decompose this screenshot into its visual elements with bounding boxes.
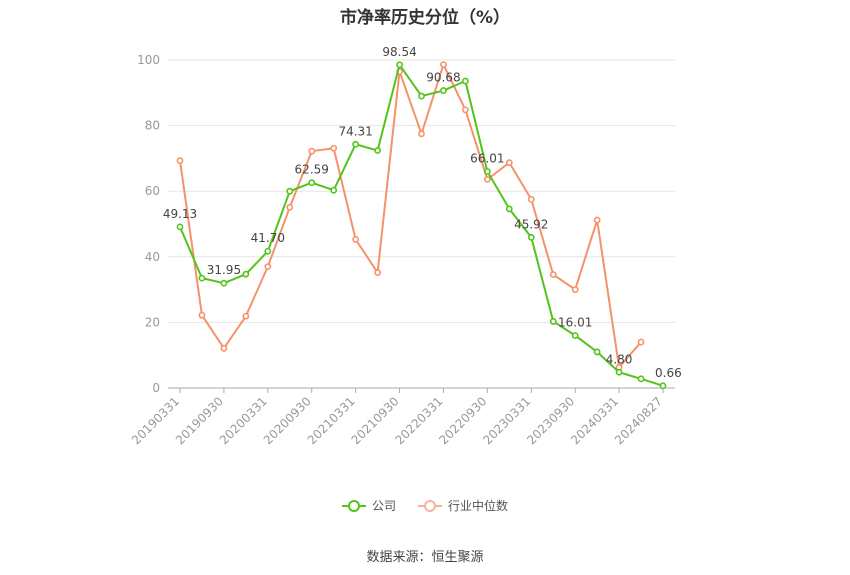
y-tick-label: 20	[145, 315, 160, 329]
data-point-industry-median	[593, 216, 601, 224]
data-point-industry-median	[505, 159, 513, 167]
data-point-industry-median	[176, 157, 184, 165]
data-point-industry-median	[264, 263, 272, 271]
data-point-industry-median	[462, 106, 469, 114]
source-note: 数据来源：恒生聚源	[366, 550, 484, 565]
y-tick-label: 40	[145, 250, 160, 264]
data-point-company	[418, 92, 425, 100]
data-label: 4.80	[606, 352, 633, 366]
data-point-industry-median	[418, 130, 425, 138]
legend-item-company[interactable]: 公司	[341, 497, 396, 514]
data-label: 0.66	[655, 366, 682, 380]
data-point-company	[527, 233, 535, 241]
series-line-company	[179, 63, 664, 387]
data-point-company	[593, 348, 601, 356]
data-point-company	[440, 87, 447, 94]
data-point-industry-median	[242, 312, 250, 320]
data-label: 98.54	[382, 45, 416, 59]
data-point-company	[483, 168, 491, 175]
legend-item-industry-median[interactable]: 行业中位数	[418, 497, 508, 514]
data-point-company	[462, 77, 469, 85]
data-point-company	[198, 274, 206, 282]
legend-industry-median-marker	[418, 499, 442, 513]
data-label: 16.01	[558, 315, 592, 329]
data-point-industry-median	[440, 61, 447, 68]
data-point-company	[176, 223, 184, 231]
data-label: 90.68	[426, 71, 460, 85]
data-point-company	[615, 368, 623, 376]
data-point-company	[659, 382, 667, 390]
y-tick-label: 80	[145, 119, 160, 133]
data-point-company	[220, 279, 228, 287]
data-point-industry-median	[527, 195, 535, 203]
legend-industry-median-label: 行业中位数	[448, 499, 509, 513]
data-point-industry-median	[220, 344, 228, 352]
data-point-industry-median	[308, 147, 316, 155]
data-point-industry-median	[637, 338, 645, 346]
data-point-company	[264, 247, 272, 255]
data-point-company	[374, 147, 381, 154]
series-layer	[176, 61, 667, 390]
data-point-industry-median	[330, 144, 338, 152]
grid-layer	[168, 59, 675, 389]
data-point-company	[242, 270, 250, 278]
data-point-company	[637, 375, 645, 383]
data-point-company	[330, 186, 338, 194]
data-point-industry-median	[352, 236, 360, 243]
data-label: 49.13	[163, 207, 197, 221]
data-point-industry-median	[198, 311, 206, 319]
data-label: 31.95	[207, 263, 241, 277]
series-line-industry-median	[179, 63, 642, 369]
data-point-industry-median	[571, 286, 579, 293]
data-point-company	[308, 179, 316, 187]
data-point-company	[505, 205, 513, 213]
data-point-industry-median	[286, 203, 294, 211]
data-label: 62.59	[295, 163, 329, 177]
data-point-industry-median	[483, 175, 491, 183]
legend-company-label: 公司	[371, 499, 396, 513]
chart-title: 市净率历史分位（%）	[339, 8, 511, 28]
data-point-company	[571, 332, 579, 339]
data-point-industry-median	[374, 269, 381, 276]
data-label: 74.31	[338, 124, 372, 138]
data-label: 66.01	[470, 151, 504, 165]
y-tick-label: 0	[152, 381, 160, 395]
data-label: 45.92	[514, 217, 548, 231]
data-point-company	[352, 140, 360, 148]
data-point-industry-median	[549, 271, 557, 278]
data-point-company	[286, 187, 294, 195]
data-label-layer: 49.13 31.95 41.70 62.59 74.31 98.54 90.68 66.01…	[163, 45, 682, 380]
y-tick-label: 60	[145, 184, 160, 198]
data-point-company	[549, 318, 557, 325]
data-point-company	[396, 61, 403, 69]
data-label: 41.70	[251, 231, 285, 245]
x-tick-label: 20240827	[612, 394, 665, 447]
legend-company-marker	[341, 499, 366, 513]
legend: 公司 行业中位数	[0, 497, 850, 514]
y-tick-label: 100	[137, 53, 160, 67]
